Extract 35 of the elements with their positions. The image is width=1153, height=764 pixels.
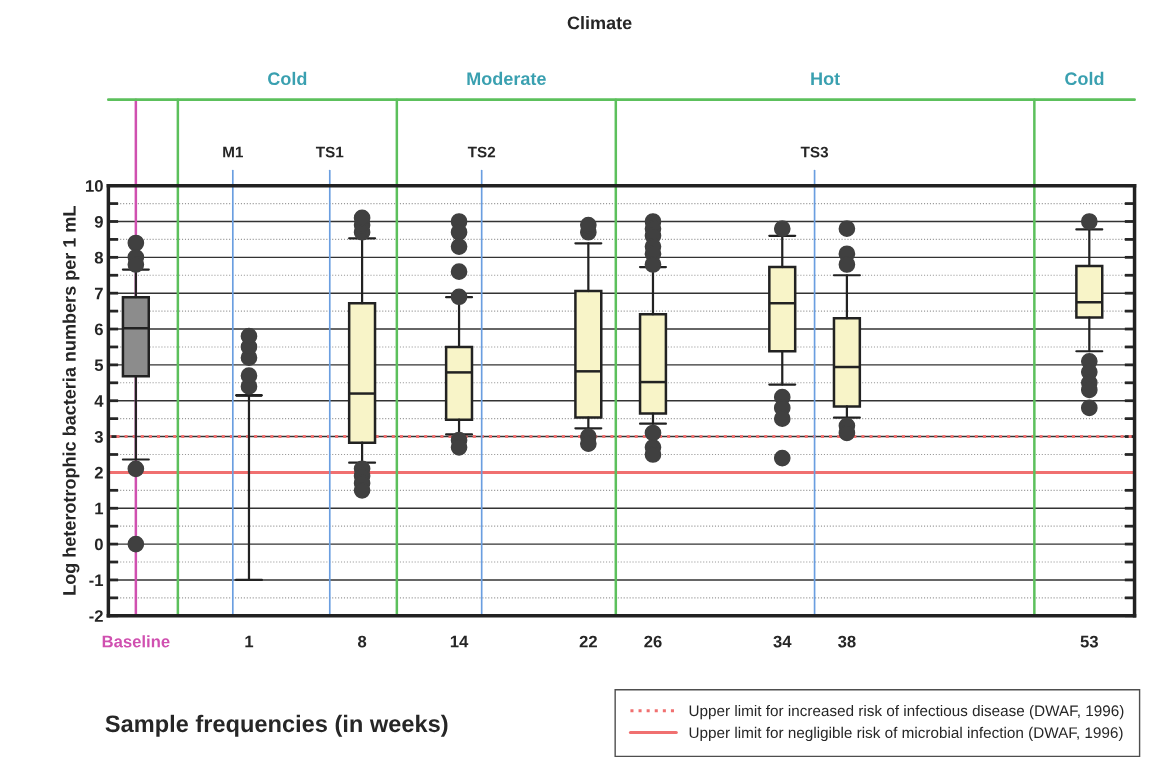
- x-tick-label: 8: [357, 635, 367, 648]
- ref-line-label: TS3: [800, 146, 829, 158]
- y-tick-label: 1: [95, 502, 104, 515]
- y-tick-label: -2: [89, 610, 103, 622]
- text: Hot: [811, 72, 840, 86]
- y-axis-title: Log heterotrophic bacteria numbers per 1 mL: [62, 206, 80, 595]
- y-tick-label: 2: [94, 466, 103, 479]
- y-tick-label: 6: [94, 323, 103, 336]
- legend-label: Upper limit for negligible risk of microbial infection (DWAF, 1996): [689, 726, 1123, 742]
- chart-title: Climate: [567, 16, 632, 30]
- x-tick-label: 1: [245, 635, 254, 648]
- x-tick-label: 53: [1080, 635, 1098, 648]
- x-tick-label: 14: [450, 635, 469, 648]
- y-tick-label: 10: [86, 180, 103, 192]
- text: Moderate: [467, 71, 546, 86]
- y-tick-label: -1: [89, 574, 104, 586]
- x-tick-label: Baseline: [102, 635, 170, 648]
- y-tick-label: 7: [94, 287, 103, 300]
- y-tick-label: 8: [94, 251, 104, 264]
- ref-line-label: M1: [223, 146, 243, 158]
- text: Cold: [268, 71, 307, 86]
- x-tick-label: 34: [773, 635, 792, 648]
- y-tick-label: 5: [94, 359, 104, 372]
- y-tick-label: 3: [94, 430, 103, 443]
- legend-label: Upper limit for increased risk of infectious disease (DWAF, 1996): [689, 704, 1124, 720]
- x-tick-label: 38: [838, 635, 856, 648]
- x-tick-label: 26: [644, 635, 662, 648]
- y-tick-label: 4: [94, 395, 104, 407]
- ref-line-label: TS2: [467, 146, 496, 158]
- ref-line-label: TS1: [315, 146, 344, 158]
- x-tick-label: 22: [579, 635, 597, 648]
- y-tick-label: 9: [94, 215, 103, 228]
- y-tick-label: 0: [94, 538, 103, 551]
- x-axis-title: Sample frequencies (in weeks): [105, 714, 448, 737]
- text: Cold: [1065, 71, 1104, 86]
